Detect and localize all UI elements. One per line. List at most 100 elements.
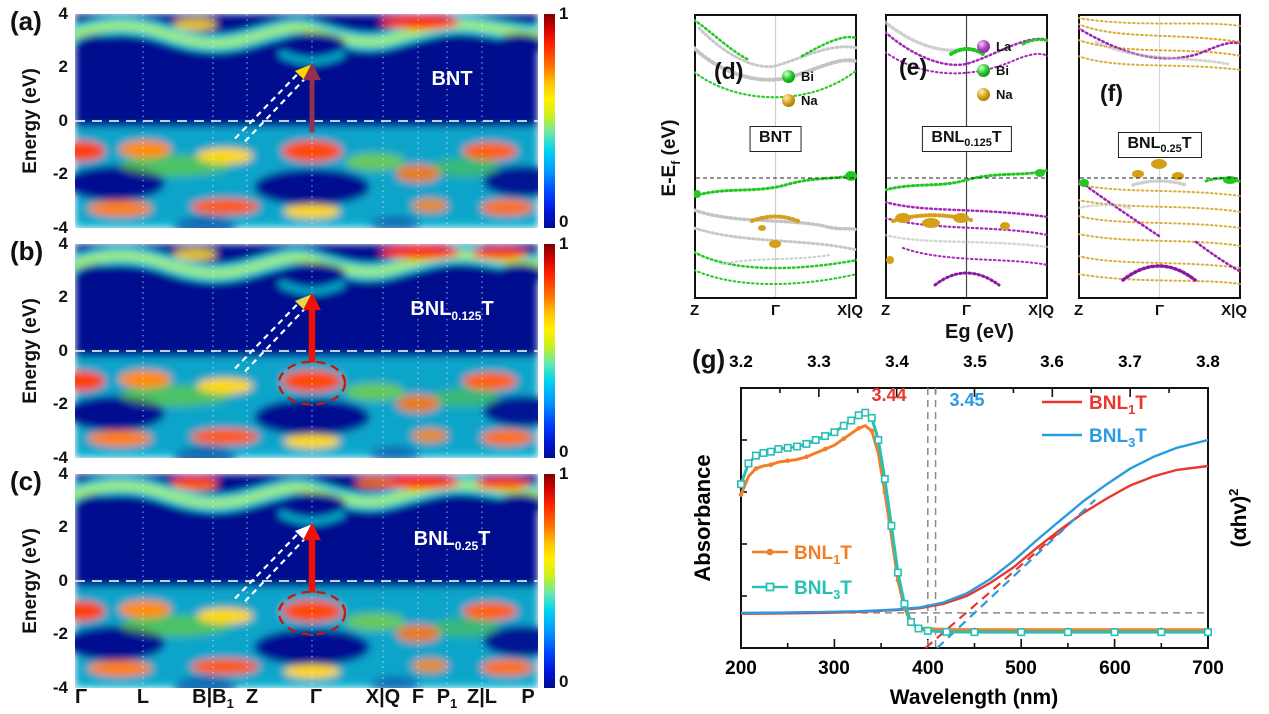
kpoint-label: X|Q [365, 686, 401, 708]
y-tick: 2 [58, 517, 68, 536]
ktick-xq: X|Q [837, 302, 863, 319]
y-tick: 2 [58, 57, 68, 76]
energy-axis-label: Energy (eV) [20, 298, 41, 404]
kpoint-label: B|B1 [192, 686, 234, 711]
y-tick: -4 [52, 218, 68, 237]
heatmap-bnl0125t [75, 244, 538, 458]
ktick-xq: X|Q [1028, 302, 1054, 319]
kpoint-label: Γ [74, 686, 88, 708]
panel-a: (a) Energy (eV) 4 2 0 -2 -4 BNT 1 0 [0, 4, 660, 237]
kpath-axis: Γ L B|B1 Z Γ X|Q F P1 Z|L P [0, 686, 660, 714]
bandgap-value-red: 3.44 [871, 385, 906, 405]
material-label: BNL0.25T [413, 528, 491, 553]
y-tick: 4 [58, 4, 68, 23]
heatmap-bnl025t [75, 474, 538, 688]
legend-item-la: La [977, 38, 1011, 54]
panel-e: (e) La Bi Na BNL0.125T Z Γ X|Q [881, 14, 1054, 324]
bottom-tick: 700 [1192, 658, 1224, 679]
colorbar [544, 14, 555, 228]
kpoint-label: L [136, 686, 150, 708]
bottom-tick: 200 [725, 658, 757, 679]
y-tick: 2 [58, 287, 68, 306]
y-tick: -2 [52, 624, 68, 643]
panel-c-letter: (c) [10, 466, 42, 496]
panel-b-letter: (b) [10, 236, 44, 266]
bottom-tick: 300 [818, 658, 850, 679]
ktick-z: Z [690, 302, 700, 319]
kpoint-label: Z [245, 686, 259, 708]
top-tick: 3.4 [885, 352, 909, 371]
panel-e-letter: (e) [899, 54, 928, 80]
panel-b: (b) Energy (eV) 4 2 0 -2 -4 BNL0.125T 1 … [0, 234, 660, 467]
material-label: BNT [431, 68, 473, 90]
ktick-z: Z [881, 302, 891, 319]
ktick-gamma: Γ [1154, 302, 1165, 319]
band-structure-bnt [694, 14, 857, 299]
kpoint-label: Γ [309, 686, 323, 708]
material-label-box: BNL0.25T [1117, 132, 1202, 159]
panel-f-letter: (f) [1100, 80, 1123, 106]
colorbar-max: 1 [559, 4, 569, 23]
y-tick: -2 [52, 394, 68, 413]
colorbar-min: 0 [559, 212, 569, 231]
ktick-gamma: Γ [770, 302, 781, 319]
legend-label: BNL3T [794, 578, 852, 602]
ktick-gamma: Γ [961, 302, 972, 319]
ktick-xq: X|Q [1221, 302, 1247, 319]
circle-marker-icon [766, 548, 774, 556]
absorbance-tauc-plot: 3.2 3.3 3.4 3.5 3.6 3.7 3.8 200 300 400 … [690, 352, 1251, 709]
bottom-tick: 600 [1099, 658, 1131, 679]
bi-sphere-icon [977, 63, 990, 77]
y-tick: 0 [58, 341, 68, 360]
legend-item-bi: Bi [782, 68, 814, 84]
y-tick: -4 [52, 448, 68, 467]
heatmap-bnt [75, 14, 538, 228]
legend-label: BNL1T [1089, 393, 1147, 417]
legend-absorbance: BNL1T BNL3T [752, 543, 852, 602]
na-sphere-icon [782, 93, 795, 107]
panel-g-letter: (g) [692, 344, 726, 374]
y-tick: 0 [58, 111, 68, 130]
material-label: BNL0.125T [410, 298, 494, 323]
material-label-box: BNL0.125T [921, 126, 1012, 153]
top-tick: 3.8 [1196, 352, 1220, 371]
ktick-z: Z [1074, 302, 1084, 319]
bi-sphere-icon [782, 69, 795, 83]
colorbar [544, 474, 555, 688]
panel-f: (f) BNL0.25T Z Γ X|Q [1074, 14, 1247, 324]
bandgap-value-blue: 3.45 [949, 390, 984, 410]
colorbar-min: 0 [559, 672, 569, 691]
legend-item-bi: Bi [977, 62, 1009, 78]
y-tick: 4 [58, 234, 68, 253]
material-label-box: BNT [749, 126, 802, 153]
absorbance-markers-bnl3t [736, 408, 1212, 637]
legend-label: BNL3T [1089, 426, 1147, 450]
kpoint-label: F [411, 686, 425, 708]
colorbar [544, 244, 555, 458]
la-sphere-icon [977, 39, 990, 53]
top-axis-title: Eg (eV) [945, 321, 1014, 343]
tauc-curve-bnl3t [740, 438, 1209, 615]
bottom-tick: 500 [1005, 658, 1037, 679]
energy-axis-label: Energy (eV) [20, 68, 41, 174]
kpoint-label: Z|L [466, 686, 498, 708]
tauc-extrapolation-blue [936, 498, 1096, 649]
legend-tauc: BNL1T BNL3T [1042, 393, 1147, 450]
square-marker-icon [765, 582, 775, 592]
y-tick: -2 [52, 164, 68, 183]
y-tick: 4 [58, 464, 68, 483]
top-tick: 3.7 [1118, 352, 1142, 371]
panel-c: (c) Energy (eV) 4 2 0 -2 -4 BNL0.25T 1 0 [0, 464, 660, 697]
legend-item-na: Na [782, 92, 818, 108]
y-tick: 0 [58, 571, 68, 590]
top-tick: 3.2 [729, 352, 753, 371]
na-sphere-icon [977, 87, 990, 101]
y-tick: -4 [52, 678, 68, 697]
kpoint-label: P1 [436, 686, 458, 711]
colorbar-min: 0 [559, 442, 569, 461]
absorbance-curve-bnl1t [739, 423, 1208, 632]
top-tick: 3.3 [807, 352, 831, 371]
colorbar-max: 1 [559, 234, 569, 253]
top-tick: 3.5 [963, 352, 987, 371]
